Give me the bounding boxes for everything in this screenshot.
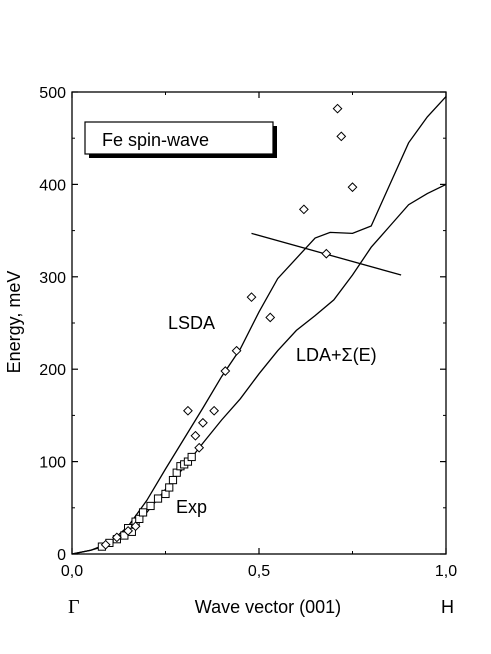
series-lines (71, 96, 447, 555)
diamond-point (197, 417, 208, 428)
exp-square-point (168, 475, 178, 485)
diamond-point (347, 182, 358, 193)
tick-labels: 0 100 200 300 400 500 0,0 0,5 1,0 (39, 85, 457, 580)
gamma-point-label: Γ (68, 596, 80, 618)
exp-square-point (165, 483, 174, 492)
diamond-point (130, 521, 141, 532)
annotation-lda-sigma: LDA+Σ(E) (296, 345, 377, 365)
diamond-point (321, 248, 332, 259)
diamond-point (190, 430, 201, 441)
x-tick-label: 0,0 (61, 563, 83, 580)
h-point-label: H (441, 597, 454, 617)
y-tick-label: 300 (39, 270, 66, 287)
plot-frame (71, 91, 447, 555)
series-line-0 (71, 96, 447, 555)
diamond-point (183, 405, 193, 416)
diamond-point (298, 204, 309, 215)
diamond-point (100, 539, 111, 550)
y-tick-label: 200 (39, 362, 66, 379)
y-axis-title: Energy, meV (4, 271, 24, 374)
y-tick-label: 500 (39, 85, 66, 102)
legend-box: Fe spin-wave (84, 121, 277, 158)
y-tick-label: 0 (57, 547, 66, 564)
diamond-point (209, 405, 220, 416)
exp-square-point (146, 501, 155, 511)
diamond-point (231, 345, 242, 356)
exp-square-point (153, 494, 163, 503)
diamond-point (265, 312, 276, 323)
exp-square-point (187, 452, 196, 462)
annotation-exp: Exp (176, 497, 207, 517)
y-tick-label: 400 (39, 177, 66, 194)
plot-area (71, 91, 447, 555)
y-tick-label: 100 (39, 455, 66, 472)
legend-box-frame (84, 121, 274, 155)
diamond-point (246, 292, 257, 303)
diamond-point (123, 525, 134, 536)
x-tick-label: 0,5 (248, 563, 270, 580)
axis-ticks (71, 91, 447, 555)
diamond-point (220, 366, 231, 376)
legend-box-text: Fe spin-wave (102, 130, 209, 150)
x-tick-label: 1,0 (435, 563, 457, 580)
diamond-point (332, 103, 343, 114)
data-markers (97, 103, 358, 551)
series-line-1 (71, 183, 447, 555)
diamond-point (194, 442, 205, 453)
x-axis-title: Wave vector (001) (195, 597, 341, 617)
diamond-point (336, 131, 347, 142)
exp-square-point (138, 508, 148, 517)
annotation-lsda: LSDA (168, 313, 215, 333)
diamond-point (111, 532, 122, 543)
